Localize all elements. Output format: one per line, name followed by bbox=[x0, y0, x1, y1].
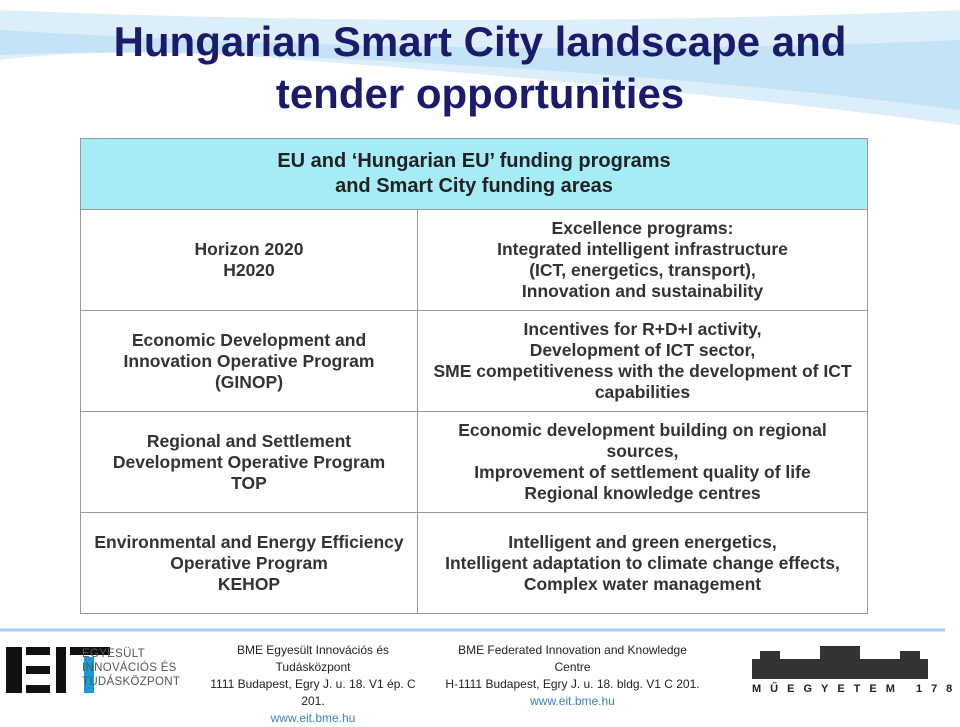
cell-line: (GINOP) bbox=[214, 371, 284, 392]
cell-line: Development of ICT sector, bbox=[529, 340, 756, 360]
logo-line: INNOVÁCIÓS ÉS bbox=[82, 662, 177, 674]
areas-cell: Excellence programs: Integrated intellige… bbox=[418, 210, 867, 310]
footer-graphics bbox=[0, 628, 945, 693]
cell-line: H2020 bbox=[223, 260, 275, 280]
cell-line: Regional and Settlement bbox=[146, 430, 352, 451]
logo-shape bbox=[84, 657, 94, 693]
building bbox=[820, 646, 860, 660]
program-cell: Regional and Settlement Development Opera… bbox=[81, 412, 418, 512]
cell-line: Innovation Operative Program bbox=[123, 350, 375, 371]
logo-shape bbox=[70, 647, 110, 655]
cell-line: capabilities bbox=[594, 382, 691, 402]
header-swoosh bbox=[0, 10, 960, 125]
building bbox=[752, 659, 928, 679]
table-row: Regional and Settlement Development Opera… bbox=[81, 412, 867, 513]
cell-line: KEHOP bbox=[217, 573, 281, 594]
logo-text: EGYESÜLT INNOVÁCIÓS ÉS TUDÁSKÖZPONT bbox=[82, 647, 180, 689]
program-cell: Economic Development and Innovation Opera… bbox=[81, 311, 418, 411]
cell-line: Excellence programs: bbox=[551, 218, 734, 238]
table-row: Environmental and Energy Efficiency Opera… bbox=[81, 513, 867, 613]
building bbox=[900, 651, 920, 660]
table-row: Economic Development and Innovation Opera… bbox=[81, 311, 867, 412]
address-hu: BME Egyesült Innovációs és Tudásközpont 1… bbox=[198, 642, 428, 727]
logo-line: TUDÁSKÖZPONT bbox=[82, 676, 181, 688]
cell-line: Integrated intelligent infrastructure bbox=[497, 239, 788, 259]
university-building bbox=[752, 646, 928, 679]
address-line: BME Federated Innovation and Knowledge C… bbox=[458, 643, 687, 674]
cell-line: Economic Development and bbox=[131, 329, 367, 350]
title-line: Hungarian Smart City landscape and bbox=[113, 18, 847, 65]
areas-cell: Economic development building on regiona… bbox=[418, 412, 867, 512]
slide: Hungarian Smart City landscape and tender… bbox=[0, 10, 960, 725]
swoosh bbox=[0, 10, 960, 125]
address-line: 1111 Budapest, Egry J. u. 18. V1 ép. C 2… bbox=[210, 677, 416, 708]
cell-line: Intelligent adaptation to climate change… bbox=[445, 552, 840, 573]
funding-table: EU and ‘Hungarian EU’ funding programs an… bbox=[80, 138, 868, 614]
address-en: BME Federated Innovation and Knowledge C… bbox=[440, 642, 705, 710]
eit-logo bbox=[6, 647, 110, 693]
cell-line: sources, bbox=[606, 441, 679, 461]
table-header: EU and ‘Hungarian EU’ funding programs an… bbox=[81, 139, 867, 210]
logo-shape bbox=[26, 666, 50, 674]
logo-shape bbox=[6, 647, 22, 693]
logo-shape bbox=[56, 647, 66, 693]
title-line: tender opportunities bbox=[275, 70, 685, 117]
cell-line: Incentives for R+D+I activity, bbox=[523, 319, 762, 339]
cell-line: Innovation and sustainability bbox=[521, 281, 764, 301]
logo-shape bbox=[26, 685, 50, 693]
cell-line: Horizon 2020 bbox=[194, 239, 304, 259]
table-row: Horizon 2020 H2020 Excellence programs: Int… bbox=[81, 210, 867, 311]
logo-line: EGYESÜLT bbox=[82, 648, 145, 660]
program-cell: Horizon 2020 H2020 bbox=[81, 210, 418, 310]
logo-shape bbox=[26, 647, 50, 655]
address-line: H-1111 Budapest, Egry J. u. 18. bldg. V1… bbox=[445, 677, 700, 691]
cell-line: Environmental and Energy Efficiency bbox=[94, 531, 404, 552]
title: Hungarian Smart City landscape and tender… bbox=[0, 16, 960, 120]
swoosh bbox=[0, 30, 960, 110]
header-line: EU and ‘Hungarian EU’ funding programs bbox=[277, 150, 671, 172]
university-logo-text: MŰEGYETEM 1782 bbox=[752, 683, 960, 695]
cell-line: TOP bbox=[231, 472, 267, 493]
areas-cell: Incentives for R+D+I activity, Developmen… bbox=[418, 311, 867, 411]
program-cell: Environmental and Energy Efficiency Opera… bbox=[81, 513, 418, 613]
building bbox=[760, 651, 780, 660]
website: www.eit.bme.hu bbox=[530, 694, 615, 708]
cell-line: Economic development building on regiona… bbox=[458, 420, 827, 440]
cell-line: Improvement of settlement quality of lif… bbox=[474, 462, 811, 482]
address-line: BME Egyesült Innovációs és Tudásközpont bbox=[236, 643, 390, 674]
cell-line: SME competitiveness with the development… bbox=[433, 361, 852, 381]
cell-line: Complex water management bbox=[523, 573, 762, 594]
cell-line: Development Operative Program bbox=[112, 451, 386, 472]
website: www.eit.bme.hu bbox=[270, 711, 356, 725]
cell-line: Regional knowledge centres bbox=[524, 483, 761, 503]
areas-cell: Intelligent and green energetics, Intelli… bbox=[418, 513, 867, 613]
cell-line: Intelligent and green energetics, bbox=[508, 531, 777, 552]
header-line: and Smart City funding areas bbox=[335, 175, 613, 197]
cell-line: (ICT, energetics, transport), bbox=[529, 260, 756, 280]
cell-line: Operative Program bbox=[170, 552, 328, 573]
